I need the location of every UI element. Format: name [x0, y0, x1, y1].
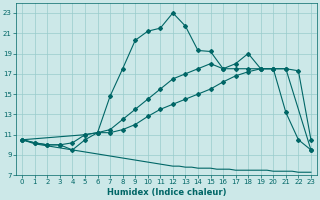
X-axis label: Humidex (Indice chaleur): Humidex (Indice chaleur) [107, 188, 226, 197]
